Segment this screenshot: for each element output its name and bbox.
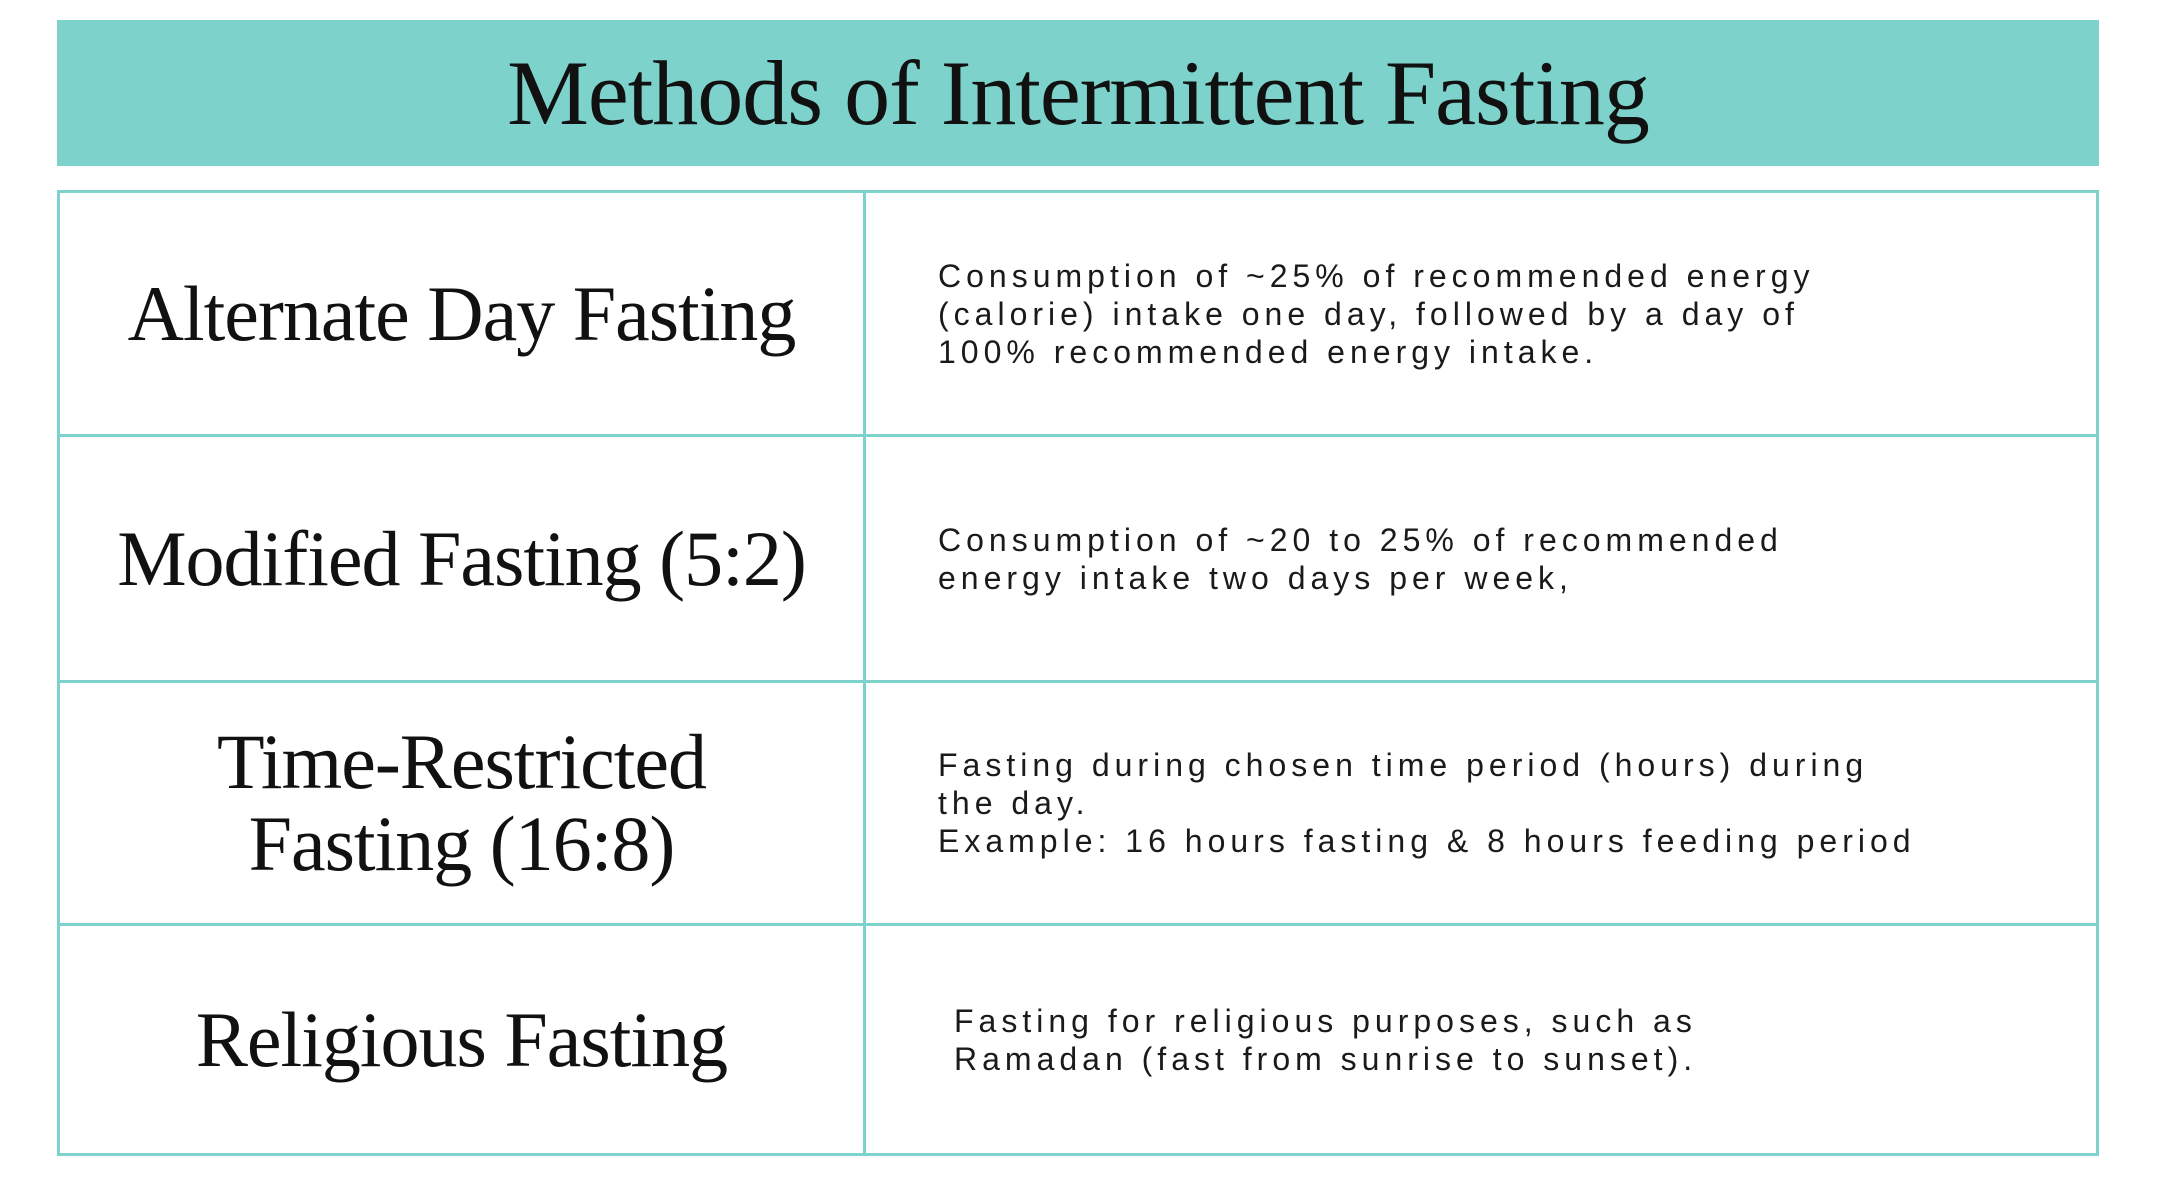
method-name: Modified Fasting (5:2) [117,514,807,602]
method-description: Fasting for religious purposes, such as … [954,1002,1698,1077]
method-name: Time-Restricted Fasting (16:8) [216,718,707,887]
method-cell: Alternate Day Fasting [60,193,866,437]
method-name: Religious Fasting [195,995,728,1083]
method-name: Alternate Day Fasting [127,269,797,357]
method-cell: Time-Restricted Fasting (16:8) [60,683,866,926]
methods-table: Alternate Day Fasting Consumption of ~25… [57,190,2099,1156]
method-cell: Modified Fasting (5:2) [60,437,866,683]
description-cell: Fasting for religious purposes, such as … [866,926,2096,1153]
description-cell: Consumption of ~20 to 25% of recommended… [866,437,2096,683]
page-title: Methods of Intermittent Fasting [507,42,1650,144]
method-description: Consumption of ~25% of recommended energ… [938,257,1815,370]
description-cell: Fasting during chosen time period (hours… [866,683,2096,926]
method-cell: Religious Fasting [60,926,866,1153]
title-banner: Methods of Intermittent Fasting [57,20,2099,166]
method-description: Consumption of ~20 to 25% of recommended… [938,521,1783,596]
description-cell: Consumption of ~25% of recommended energ… [866,193,2096,437]
method-description: Fasting during chosen time period (hours… [938,747,1916,859]
